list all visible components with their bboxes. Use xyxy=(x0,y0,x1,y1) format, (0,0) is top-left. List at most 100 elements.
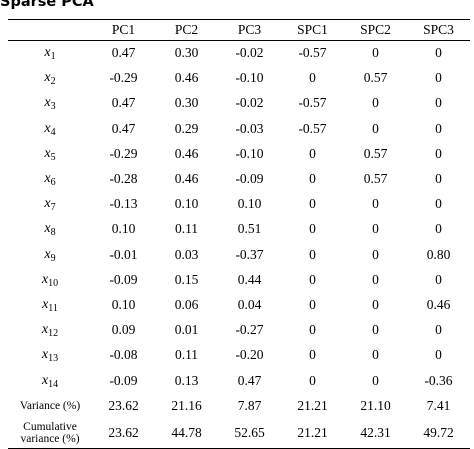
table-cell: -0.57 xyxy=(298,45,327,61)
table-cell: 0.30 xyxy=(174,95,199,111)
loadings-table: PC1 PC2 PC3 SPC1 SPC2 SPC3 x1 0.47 0.30 -0.… xyxy=(8,19,470,449)
variable-label: x7 xyxy=(8,192,92,217)
table-row: x5 -0.29 0.46 -0.10 0 0.57 0 xyxy=(8,141,470,166)
table-cell: 0 xyxy=(372,296,379,312)
table-cell: -0.10 xyxy=(235,145,264,161)
variable-symbol: x xyxy=(41,347,49,363)
table-cell: -0.09 xyxy=(109,271,138,287)
table-cell: 0.10 xyxy=(111,296,136,312)
table-cell: 0 xyxy=(435,221,442,237)
variable-subscript: 14 xyxy=(48,378,59,390)
variable-subscript: 7 xyxy=(50,202,56,214)
summary-row: Variance (%) 23.62 21.16 7.87 21.21 21.10 7.41 xyxy=(8,393,470,418)
summary-label: Cumulative variance (%) xyxy=(8,418,92,449)
variable-subscript: 3 xyxy=(50,101,56,113)
header-row: PC1 PC2 PC3 SPC1 SPC2 SPC3 xyxy=(8,19,470,41)
table-cell: -0.57 xyxy=(298,120,327,136)
table-cell: -0.29 xyxy=(109,145,138,161)
summary-cell: 21.21 xyxy=(297,397,328,413)
variable-symbol: x xyxy=(41,372,49,388)
header-blank xyxy=(8,19,92,41)
table-cell: 0 xyxy=(435,95,442,111)
table-cell: 0 xyxy=(309,372,316,388)
table-cell: 0 xyxy=(435,271,442,287)
variable-symbol: x xyxy=(44,246,51,262)
table-cell: 0.29 xyxy=(174,120,199,136)
table-cell: 0.80 xyxy=(426,246,451,262)
table-cell: 0.51 xyxy=(237,221,262,237)
table-row: x2 -0.29 0.46 -0.10 0 0.57 0 xyxy=(8,66,470,91)
summary-cell: 7.41 xyxy=(426,397,451,413)
variable-symbol: x xyxy=(44,120,51,136)
table-row: x14 -0.09 0.13 0.47 0 0 -0.36 xyxy=(8,368,470,393)
variable-subscript: 11 xyxy=(48,302,58,314)
table-row: x4 0.47 0.29 -0.03 -0.57 0 0 xyxy=(8,116,470,141)
variable-subscript: 10 xyxy=(48,277,59,289)
table-cell: 0 xyxy=(435,322,442,338)
table-cell: 0 xyxy=(372,196,379,212)
table-cell: 0.01 xyxy=(174,322,199,338)
variable-symbol: x xyxy=(44,70,51,86)
variable-label: x5 xyxy=(8,141,92,166)
table-cell: 0.04 xyxy=(237,296,262,312)
table-cell: 0 xyxy=(435,171,442,187)
table-cell: 0 xyxy=(309,347,316,363)
variable-symbol: x xyxy=(44,95,51,111)
table-cell: -0.37 xyxy=(235,246,264,262)
table-cell: 0 xyxy=(309,271,316,287)
variable-symbol: x xyxy=(44,221,51,237)
table-cell: 0 xyxy=(435,120,442,136)
table-cell: 0.11 xyxy=(174,347,199,363)
table-cell: 0.47 xyxy=(111,45,136,61)
summary-cell: 42.31 xyxy=(344,418,407,449)
summary-cell: 21.10 xyxy=(360,397,391,413)
summary-cell: 23.62 xyxy=(92,418,155,449)
table-cell: 0.47 xyxy=(111,120,136,136)
column-header: PC2 xyxy=(155,19,218,41)
summary-row: Cumulative variance (%) 23.62 44.78 52.65 21.… xyxy=(8,418,470,449)
variable-subscript: 8 xyxy=(50,227,56,239)
variable-symbol: x xyxy=(44,196,51,212)
table-cell: 0 xyxy=(309,296,316,312)
table-cell: 0.57 xyxy=(363,171,388,187)
table-cell: 0 xyxy=(309,246,316,262)
variable-symbol: x xyxy=(41,271,49,287)
table-cell: 0 xyxy=(372,45,379,61)
table-cell: 0 xyxy=(372,271,379,287)
summary-cell: 23.62 xyxy=(108,397,139,413)
column-header: SPC1 xyxy=(281,19,344,41)
table-cell: 0 xyxy=(435,347,442,363)
table-row: x11 0.10 0.06 0.04 0 0 0.46 xyxy=(8,292,470,317)
variable-label: x14 xyxy=(8,368,92,393)
table-cell: 0 xyxy=(372,120,379,136)
table-row: x7 -0.13 0.10 0.10 0 0 0 xyxy=(8,192,470,217)
table-cell: 0 xyxy=(372,221,379,237)
table-cell: 0 xyxy=(372,95,379,111)
table-row: x10 -0.09 0.15 0.44 0 0 0 xyxy=(8,267,470,292)
summary-label-line1: Cumulative xyxy=(23,421,77,434)
table-cell: -0.29 xyxy=(109,70,138,86)
table-row: x3 0.47 0.30 -0.02 -0.57 0 0 xyxy=(8,91,470,116)
variable-subscript: 9 xyxy=(50,252,56,264)
summary-cell: 49.72 xyxy=(407,418,470,449)
column-header: PC1 xyxy=(92,19,155,41)
summary-cell: 7.87 xyxy=(237,397,262,413)
table-cell: -0.02 xyxy=(235,45,264,61)
table-cell: 0 xyxy=(372,246,379,262)
summary-cell: 21.21 xyxy=(281,418,344,449)
table-cell: 0.46 xyxy=(174,70,199,86)
table-cell: 0.44 xyxy=(237,271,262,287)
table-cell: -0.28 xyxy=(109,171,138,187)
summary-cell: 44.78 xyxy=(155,418,218,449)
table-cell: 0.46 xyxy=(174,145,199,161)
table-cell: -0.09 xyxy=(235,171,264,187)
table-row: x1 0.47 0.30 -0.02 -0.57 0 0 xyxy=(8,41,470,66)
variable-label: x1 xyxy=(8,41,92,66)
table-cell: 0.10 xyxy=(237,196,262,212)
table-cell: 0 xyxy=(309,322,316,338)
variable-label: x11 xyxy=(8,292,92,317)
variable-symbol: x xyxy=(44,45,51,61)
table-cell: -0.13 xyxy=(109,196,138,212)
variable-subscript: 2 xyxy=(50,76,56,88)
table-cell: 0.47 xyxy=(237,372,262,388)
